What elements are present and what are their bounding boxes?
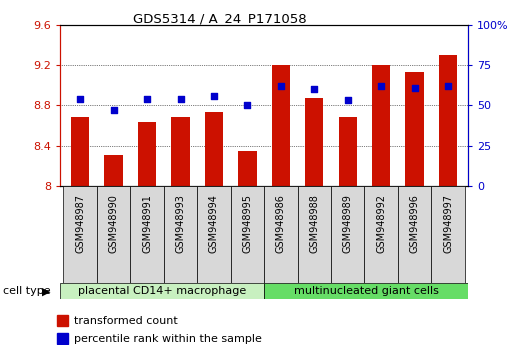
Bar <box>238 150 257 186</box>
Point <box>176 96 185 102</box>
Text: percentile rank within the sample: percentile rank within the sample <box>74 334 262 344</box>
Point <box>377 83 385 89</box>
Text: GSM948992: GSM948992 <box>376 194 386 253</box>
Text: GDS5314 / A_24_P171058: GDS5314 / A_24_P171058 <box>133 12 306 25</box>
Point <box>143 96 151 102</box>
Bar <box>105 155 123 186</box>
Text: cell type: cell type <box>3 286 50 296</box>
Bar <box>338 118 357 186</box>
Bar <box>439 55 457 186</box>
Point <box>310 86 319 92</box>
Bar <box>57 315 68 326</box>
FancyBboxPatch shape <box>331 186 365 283</box>
Text: placental CD14+ macrophage: placental CD14+ macrophage <box>78 286 246 296</box>
Bar <box>205 112 223 186</box>
Bar <box>372 65 390 186</box>
Text: GSM948987: GSM948987 <box>75 194 85 253</box>
FancyBboxPatch shape <box>97 186 130 283</box>
FancyBboxPatch shape <box>197 186 231 283</box>
Text: ▶: ▶ <box>42 286 50 296</box>
FancyBboxPatch shape <box>63 186 97 283</box>
FancyBboxPatch shape <box>264 186 298 283</box>
Text: GSM948991: GSM948991 <box>142 194 152 252</box>
FancyBboxPatch shape <box>130 186 164 283</box>
Point <box>277 83 285 89</box>
Text: GSM948989: GSM948989 <box>343 194 353 252</box>
Text: GSM948997: GSM948997 <box>443 194 453 253</box>
Bar <box>71 118 89 186</box>
Point <box>444 83 452 89</box>
Text: GSM948986: GSM948986 <box>276 194 286 252</box>
Bar <box>305 98 323 186</box>
FancyBboxPatch shape <box>431 186 465 283</box>
Bar <box>57 333 68 344</box>
Bar <box>172 118 190 186</box>
Point <box>109 107 118 113</box>
Text: multinucleated giant cells: multinucleated giant cells <box>293 286 439 296</box>
FancyBboxPatch shape <box>365 186 398 283</box>
Text: GSM948995: GSM948995 <box>242 194 253 253</box>
Text: transformed count: transformed count <box>74 316 177 326</box>
FancyBboxPatch shape <box>231 186 264 283</box>
Point <box>344 98 352 103</box>
Bar <box>271 65 290 186</box>
Bar <box>405 72 424 186</box>
FancyBboxPatch shape <box>60 283 264 299</box>
Point <box>411 85 419 90</box>
Point <box>210 93 218 98</box>
FancyBboxPatch shape <box>398 186 431 283</box>
FancyBboxPatch shape <box>298 186 331 283</box>
FancyBboxPatch shape <box>164 186 197 283</box>
FancyBboxPatch shape <box>264 283 468 299</box>
Point <box>76 96 84 102</box>
Text: GSM948990: GSM948990 <box>109 194 119 252</box>
Text: GSM948993: GSM948993 <box>176 194 186 252</box>
Text: GSM948994: GSM948994 <box>209 194 219 252</box>
Text: GSM948988: GSM948988 <box>309 194 319 252</box>
Point <box>243 102 252 108</box>
Text: GSM948996: GSM948996 <box>410 194 419 252</box>
Bar <box>138 122 156 186</box>
